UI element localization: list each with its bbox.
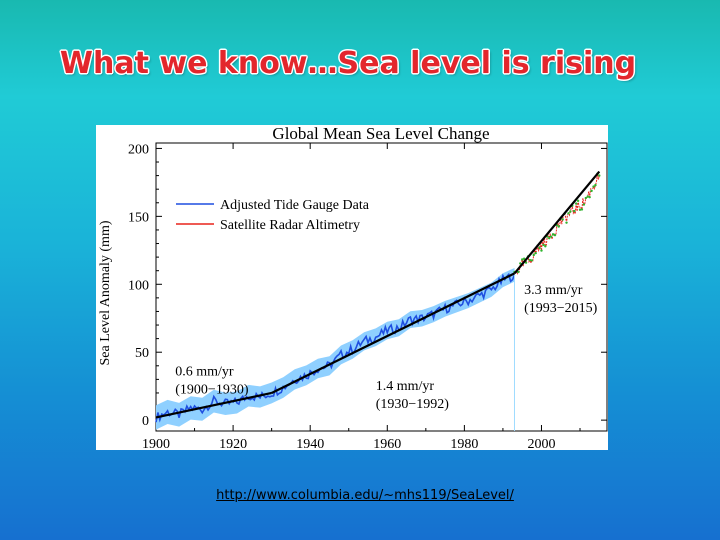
slide-title: What we know…Sea level is rising	[59, 46, 637, 81]
satellite-point	[534, 251, 537, 255]
x-tick-label: 2000	[527, 437, 555, 450]
satellite-point	[528, 258, 532, 262]
satellite-point	[576, 199, 580, 203]
tide-gauge-uncertainty-band	[156, 267, 515, 430]
y-axis-label: Sea Level Anomaly (mm)	[98, 220, 113, 365]
satellite-point	[544, 245, 547, 248]
satellite-point	[584, 196, 587, 200]
x-tick-label: 1920	[219, 437, 247, 450]
chart-title: Global Mean Sea Level Change	[272, 125, 489, 143]
satellite-point	[517, 270, 520, 274]
satellite-point	[532, 253, 535, 257]
satellite-point	[592, 185, 595, 188]
satellite-point	[547, 236, 551, 240]
satellite-point	[590, 189, 593, 193]
satellite-point	[569, 210, 572, 213]
legend-label-tide-gauge: Adjusted Tide Gauge Data	[220, 198, 370, 213]
satellite-point	[594, 183, 597, 187]
satellite-point	[574, 202, 578, 205]
y-tick-label: 0	[142, 414, 149, 429]
trend-annotation-text: 1.4 mm/yr	[376, 379, 435, 394]
trend-annotation-text: 0.6 mm/yr	[175, 364, 234, 379]
satellite-point	[557, 225, 561, 228]
satellite-point	[582, 203, 586, 206]
satellite-point	[522, 257, 526, 260]
y-tick-label: 150	[128, 210, 149, 225]
trend-line	[155, 391, 272, 419]
satellite-point	[549, 235, 553, 238]
satellite-point	[551, 233, 555, 236]
trend-annotation-text: (1993−2015)	[524, 301, 598, 316]
satellite-point	[573, 209, 576, 213]
trend-annotations: 0.6 mm/yr (1900−1930) 1.4 mm/yr (1930−1992)…	[175, 283, 597, 412]
source-link[interactable]: http://www.columbia.edu/~mhs119/SeaLevel…	[216, 488, 514, 503]
satellite-point	[553, 233, 557, 237]
satellite-point	[580, 208, 584, 211]
satellite-point	[598, 174, 601, 177]
satellite-point	[519, 262, 522, 265]
x-tick-label: 1940	[296, 437, 324, 450]
satellite-point	[578, 208, 582, 211]
legend: Adjusted Tide Gauge Data Satellite Radar…	[176, 198, 370, 233]
satellite-point	[538, 246, 541, 250]
satellite-point	[542, 243, 545, 247]
trend-annotation-text: 3.3 mm/yr	[524, 283, 583, 298]
x-tick-label: 1980	[450, 437, 478, 450]
satellite-point	[586, 195, 589, 198]
y-tick-label: 50	[135, 346, 149, 361]
y-tick-label: 200	[128, 142, 149, 157]
satellite-point	[567, 212, 570, 215]
satellite-point	[561, 218, 564, 221]
satellite-point	[588, 195, 591, 199]
plot-series	[155, 170, 601, 431]
satellite-point	[565, 221, 568, 224]
x-tick-label: 1900	[142, 437, 170, 450]
trend-line	[513, 170, 601, 275]
satellite-point	[520, 258, 524, 261]
axis-ticks: 1900 1920 1940 1960 1980 2000 0 50 100 150 200	[128, 142, 607, 450]
chart-panel: Global Mean Sea Level Change Sea Level A…	[96, 125, 608, 450]
legend-label-satellite: Satellite Radar Altimetry	[220, 218, 360, 233]
trend-annotation-text: (1900−1930)	[175, 382, 249, 397]
y-tick-label: 100	[128, 278, 149, 293]
satellite-point	[524, 261, 528, 264]
trend-line	[271, 272, 515, 394]
satellite-point	[540, 249, 543, 252]
x-tick-label: 1960	[373, 437, 401, 450]
sea-level-chart: Global Mean Sea Level Change Sea Level A…	[98, 125, 608, 450]
satellite-point	[530, 259, 534, 262]
plot-frame	[155, 142, 608, 432]
trend-annotation-text: (1930−1992)	[376, 397, 450, 412]
